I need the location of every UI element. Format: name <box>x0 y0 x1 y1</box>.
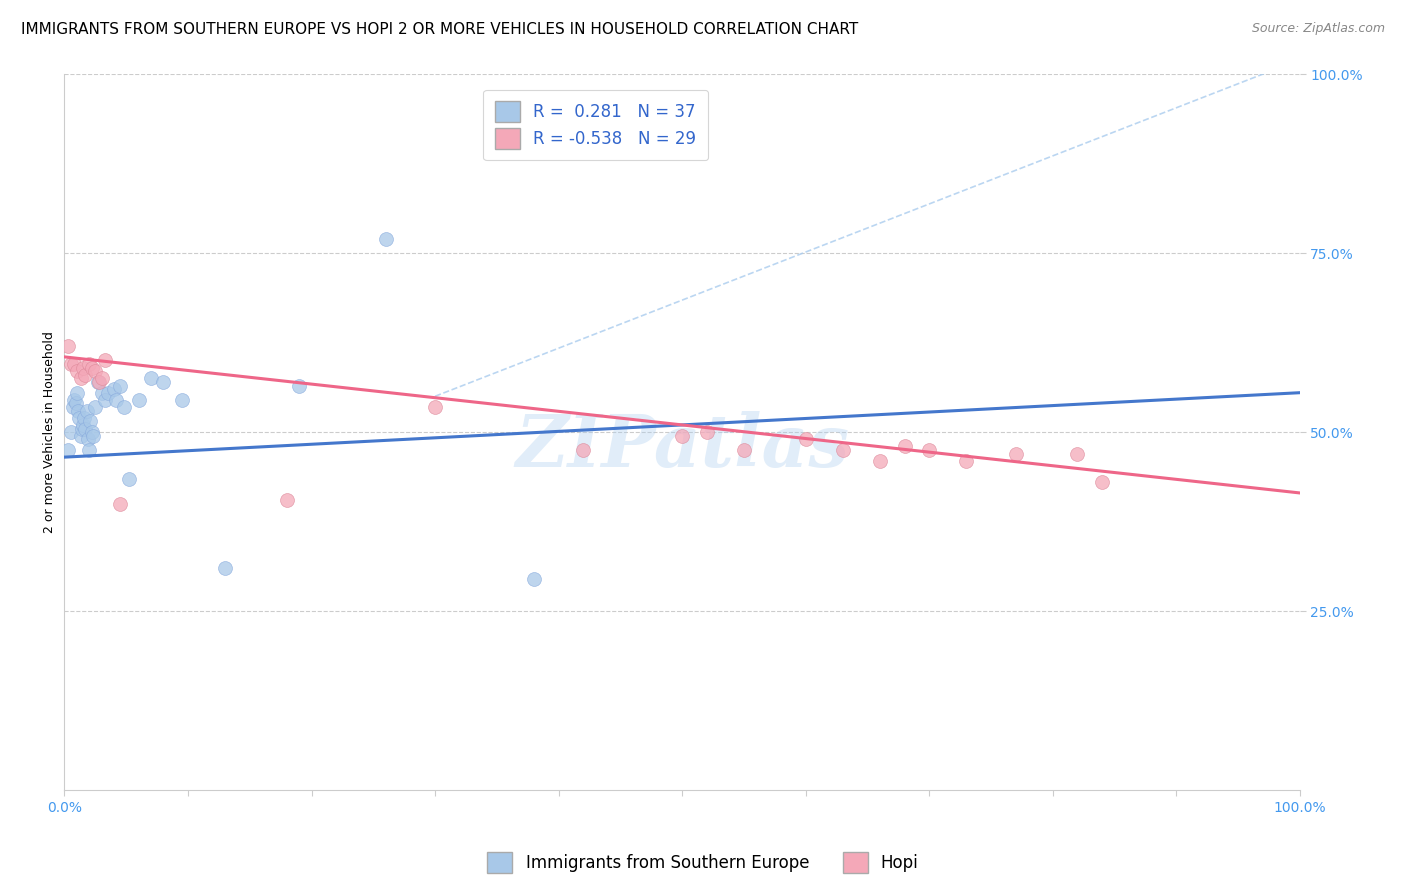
Text: IMMIGRANTS FROM SOUTHERN EUROPE VS HOPI 2 OR MORE VEHICLES IN HOUSEHOLD CORRELAT: IMMIGRANTS FROM SOUTHERN EUROPE VS HOPI … <box>21 22 858 37</box>
Point <box>97 385 120 400</box>
Legend: Immigrants from Southern Europe, Hopi: Immigrants from Southern Europe, Hopi <box>481 846 925 880</box>
Point <box>152 375 174 389</box>
Point <box>77 432 100 446</box>
Point <box>572 442 595 457</box>
Point <box>118 472 141 486</box>
Point <box>80 360 103 375</box>
Point <box>831 442 853 457</box>
Point <box>66 364 89 378</box>
Point <box>105 392 128 407</box>
Point <box>70 421 93 435</box>
Point <box>72 360 94 375</box>
Point <box>696 425 718 439</box>
Point <box>90 385 112 400</box>
Point <box>955 454 977 468</box>
Point <box>77 357 100 371</box>
Y-axis label: 2 or more Vehicles in Household: 2 or more Vehicles in Household <box>44 331 56 533</box>
Point <box>733 442 755 457</box>
Point <box>75 421 97 435</box>
Point <box>1004 446 1026 460</box>
Point <box>128 392 150 407</box>
Point <box>63 392 86 407</box>
Point <box>523 572 546 586</box>
Point <box>56 339 79 353</box>
Point <box>73 410 96 425</box>
Point <box>59 425 82 439</box>
Point <box>69 371 91 385</box>
Point <box>63 357 86 371</box>
Point <box>214 561 236 575</box>
Legend: R =  0.281   N = 37, R = -0.538   N = 29: R = 0.281 N = 37, R = -0.538 N = 29 <box>484 89 709 161</box>
Text: Source: ZipAtlas.com: Source: ZipAtlas.com <box>1251 22 1385 36</box>
Point <box>869 454 891 468</box>
Point <box>59 357 82 371</box>
Point <box>67 403 90 417</box>
Point <box>90 371 112 385</box>
Point <box>918 442 941 457</box>
Point <box>794 432 817 446</box>
Point <box>80 425 103 439</box>
Point <box>1066 446 1088 460</box>
Point <box>76 403 98 417</box>
Point <box>893 439 915 453</box>
Point <box>84 400 107 414</box>
Point <box>69 428 91 442</box>
Point <box>276 493 298 508</box>
Point <box>84 364 107 378</box>
Text: ZIPatlas: ZIPatlas <box>515 411 849 482</box>
Point <box>103 382 125 396</box>
Point <box>77 442 100 457</box>
Point <box>56 442 79 457</box>
Point <box>87 375 110 389</box>
Point <box>79 414 101 428</box>
Point <box>108 378 131 392</box>
Point <box>423 400 446 414</box>
Point <box>62 400 84 414</box>
Point <box>1091 475 1114 490</box>
Point <box>94 392 117 407</box>
Point <box>94 353 117 368</box>
Point <box>66 385 89 400</box>
Point <box>72 417 94 432</box>
Point <box>112 400 135 414</box>
Point <box>67 410 90 425</box>
Point <box>139 371 162 385</box>
Point <box>108 497 131 511</box>
Point <box>374 232 396 246</box>
Point <box>65 396 87 410</box>
Point <box>82 428 104 442</box>
Point <box>170 392 193 407</box>
Point <box>75 368 97 382</box>
Point <box>288 378 311 392</box>
Point <box>671 428 693 442</box>
Point <box>87 375 110 389</box>
